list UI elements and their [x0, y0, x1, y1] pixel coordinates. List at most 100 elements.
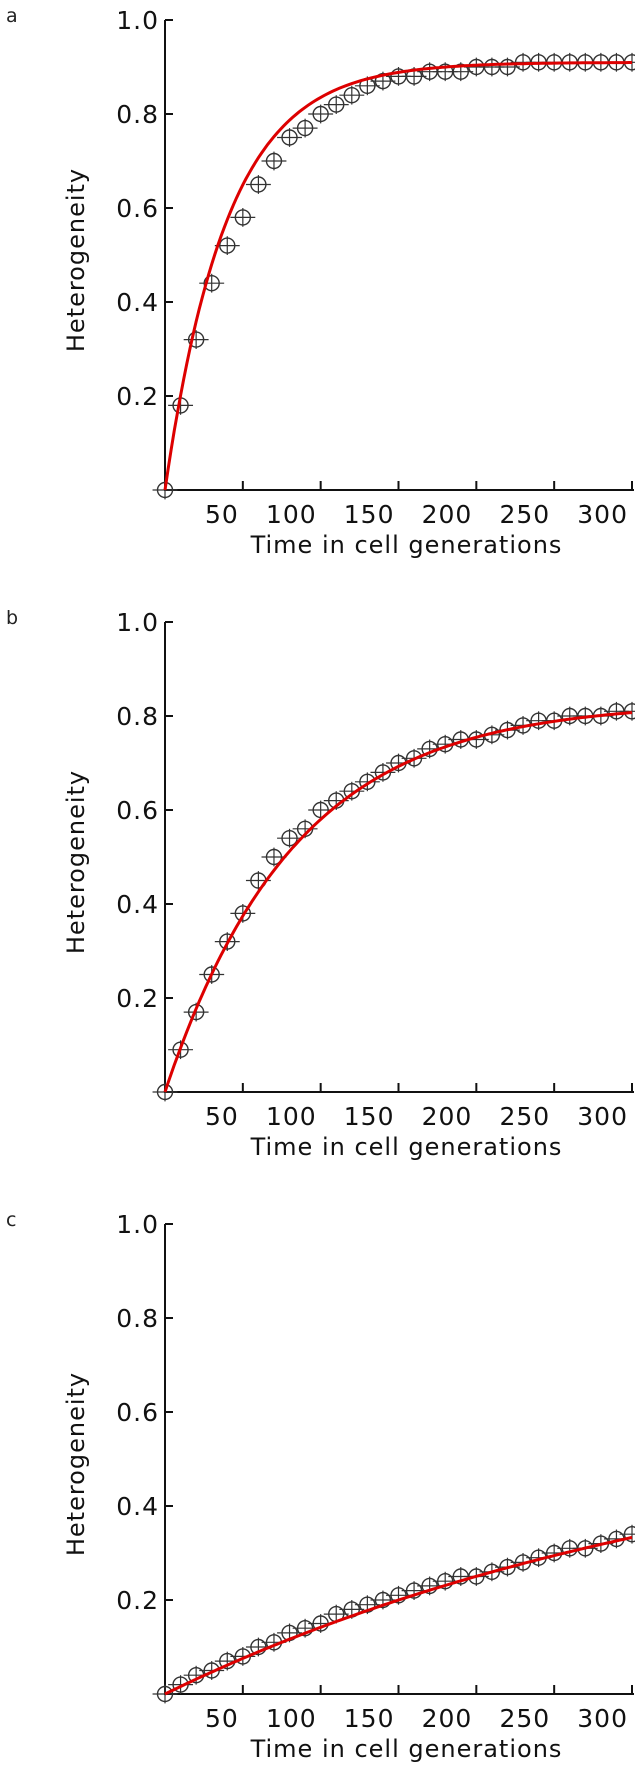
data-point	[448, 62, 474, 82]
point-marker	[296, 1619, 314, 1637]
y-tick-label: 0.4	[116, 890, 159, 919]
x-tick-label: 300	[577, 500, 628, 529]
point-marker	[623, 703, 635, 720]
panel-letter-b: b	[6, 607, 18, 629]
y-tick-label: 0.2	[116, 382, 159, 411]
x-tick-label: 150	[344, 1704, 395, 1733]
x-tick-label: 100	[266, 500, 317, 529]
y-tick-label: 0.4	[116, 288, 159, 317]
x-axis-title: Time in cell generations	[250, 1735, 563, 1763]
point-marker	[359, 773, 376, 790]
point-marker	[359, 1596, 376, 1613]
y-tick-label: 0.2	[116, 1586, 159, 1615]
x-tick-label: 50	[205, 1704, 239, 1733]
data-point	[183, 330, 209, 349]
fit-curve	[163, 61, 632, 491]
panel-b: b 0.2 0.4 0.6 0.8 1.0 50 100 150 200 250 300 Time in…	[6, 607, 635, 1161]
y-tick-label: 0.6	[116, 1398, 159, 1427]
fit-curve	[163, 711, 633, 1093]
point-marker	[187, 331, 205, 348]
point-marker	[234, 905, 252, 922]
data-point	[417, 1576, 443, 1596]
data-point	[277, 828, 302, 848]
point-marker	[343, 783, 360, 800]
point-marker	[172, 1676, 189, 1693]
point-marker	[265, 848, 283, 866]
point-marker	[281, 129, 298, 146]
point-marker	[250, 176, 267, 193]
data-point	[308, 104, 334, 124]
y-tick-label: 0.6	[116, 194, 159, 223]
data-point	[401, 1581, 427, 1600]
x-tick-label: 100	[266, 1704, 317, 1733]
data-point	[339, 781, 365, 801]
data-point	[292, 118, 318, 138]
data-point	[199, 273, 225, 293]
point-marker	[219, 933, 236, 950]
x-tick-label: 200	[422, 1102, 473, 1131]
point-marker	[296, 119, 314, 137]
data-point	[370, 763, 396, 782]
data-point	[277, 128, 302, 147]
point-marker	[172, 1041, 189, 1058]
x-tick-label: 200	[422, 500, 473, 529]
x-tick-label: 250	[499, 1102, 550, 1131]
point-marker	[390, 1587, 407, 1604]
x-tick-label: 50	[205, 500, 239, 529]
y-axis-title: Heterogeneity	[62, 168, 90, 352]
point-marker	[421, 1577, 438, 1595]
point-marker	[203, 1662, 220, 1679]
panel-letter-a: a	[6, 5, 18, 27]
data-point	[168, 1675, 194, 1694]
point-marker	[328, 96, 345, 113]
y-tick-label: 0.8	[116, 702, 159, 731]
data-point	[370, 1590, 396, 1610]
data-point	[261, 151, 287, 171]
data-point	[354, 772, 380, 792]
y-tick-label: 0.4	[116, 1492, 159, 1521]
point-marker	[343, 86, 360, 104]
y-tick-label: 0.2	[116, 984, 159, 1013]
fit-curve	[164, 1535, 633, 1696]
point-marker	[405, 750, 423, 767]
x-tick-label: 150	[344, 500, 395, 529]
y-tick-label: 1.0	[116, 6, 159, 35]
point-marker	[437, 1572, 454, 1590]
point-marker	[374, 72, 392, 90]
point-marker	[234, 209, 252, 226]
point-marker	[281, 830, 298, 847]
x-tick-label: 200	[422, 1704, 473, 1733]
point-marker	[312, 105, 329, 123]
x-tick-label: 300	[577, 1102, 628, 1131]
data-point	[245, 175, 271, 194]
data-point	[432, 1571, 458, 1591]
point-marker	[203, 966, 220, 983]
point-marker	[187, 1003, 205, 1021]
point-marker	[405, 1582, 423, 1599]
point-marker	[265, 152, 283, 170]
y-tick-label: 1.0	[116, 608, 159, 637]
point-marker	[219, 237, 236, 254]
point-marker	[203, 275, 220, 292]
y-tick-label: 0.8	[116, 1304, 159, 1333]
x-tick-label: 250	[499, 500, 550, 529]
y-tick-label: 1.0	[116, 1210, 159, 1239]
point-marker	[483, 1563, 501, 1581]
data-point	[323, 95, 349, 114]
point-marker	[623, 1526, 635, 1543]
x-tick-label: 50	[205, 1102, 239, 1131]
panel-letter-c: c	[6, 1209, 16, 1231]
data-point	[230, 208, 256, 227]
data-point	[339, 85, 365, 105]
point-marker	[468, 1568, 485, 1585]
data-point	[495, 57, 520, 77]
y-axis-title: Heterogeneity	[62, 1372, 90, 1556]
y-tick-label: 0.6	[116, 796, 159, 825]
point-marker	[156, 1685, 174, 1703]
x-tick-label: 100	[266, 1102, 317, 1131]
point-marker	[452, 63, 469, 80]
panel-a: a 0.2 0.4 0.6 0.8 1.0 50 100 150 200 250 300 Time in…	[6, 5, 635, 559]
x-axis-title: Time in cell generations	[250, 531, 563, 559]
x-tick-label: 250	[499, 1704, 550, 1733]
